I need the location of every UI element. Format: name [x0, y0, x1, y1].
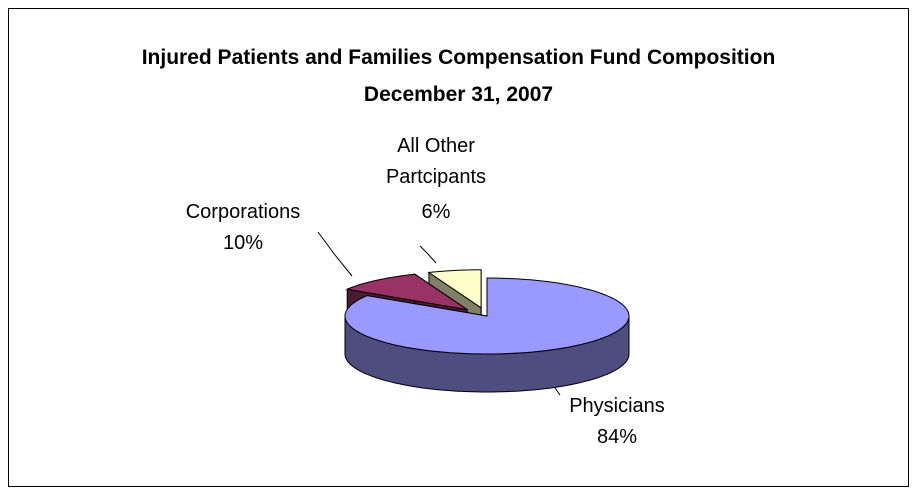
- slice: [344, 277, 630, 355]
- slice-label: Corporations: [185, 201, 301, 223]
- slice-value-label: 6%: [421, 201, 451, 223]
- slice: [427, 269, 482, 309]
- chart-subtitle: December 31, 2007: [363, 83, 554, 106]
- leader-line: [317, 231, 353, 277]
- slice-label: Physicians: [569, 395, 665, 417]
- slice-value-label: 10%: [222, 232, 264, 254]
- slice-value-label: 84%: [596, 426, 638, 448]
- leader-line: [419, 245, 437, 264]
- chart-title: Injured Patients and Families Compensati…: [141, 46, 776, 69]
- slice-label: All Other Partcipants: [385, 135, 487, 188]
- slice: [345, 273, 468, 311]
- chart-frame: [8, 8, 909, 487]
